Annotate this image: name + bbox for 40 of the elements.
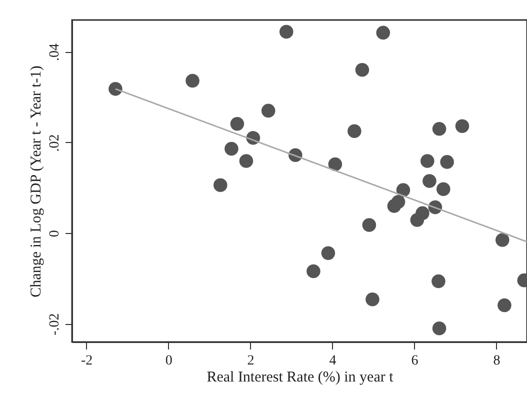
point	[213, 178, 228, 192]
point	[432, 322, 446, 336]
point	[498, 298, 512, 312]
x-tick-label: 4	[329, 354, 336, 368]
point	[387, 199, 402, 213]
point	[440, 155, 454, 169]
point	[436, 182, 450, 196]
point	[362, 218, 376, 232]
point	[432, 274, 446, 288]
point	[279, 24, 294, 39]
point	[239, 154, 254, 168]
point	[432, 122, 446, 136]
y-tick-label: .04	[48, 43, 62, 61]
point	[186, 74, 200, 88]
x-tick-label: -2	[81, 354, 93, 368]
point	[321, 246, 336, 260]
point	[224, 142, 238, 156]
x-tick-label: 2	[247, 354, 254, 368]
x-axis-title: Real Interest Rate (%) in year t	[206, 370, 394, 386]
x-tick-label: 0	[165, 354, 172, 368]
x-tick-label: 8	[493, 354, 500, 368]
x-tick-label: 6	[411, 354, 418, 368]
point	[348, 124, 362, 138]
point	[455, 119, 470, 133]
y-axis-title: Change in Log GDP (Year t - Year t-1)	[28, 66, 44, 298]
point	[420, 154, 434, 168]
point	[261, 104, 276, 118]
point	[108, 82, 122, 96]
y-tick-label: -.02	[48, 313, 62, 336]
y-tick-label: 0	[48, 230, 62, 238]
point	[306, 264, 320, 278]
point	[355, 63, 370, 77]
point	[376, 26, 390, 40]
point	[422, 174, 436, 188]
point	[230, 116, 244, 131]
y-tick-label: .02	[48, 134, 62, 152]
point	[366, 292, 380, 306]
point	[496, 233, 510, 247]
point	[328, 157, 342, 172]
point	[410, 213, 424, 227]
